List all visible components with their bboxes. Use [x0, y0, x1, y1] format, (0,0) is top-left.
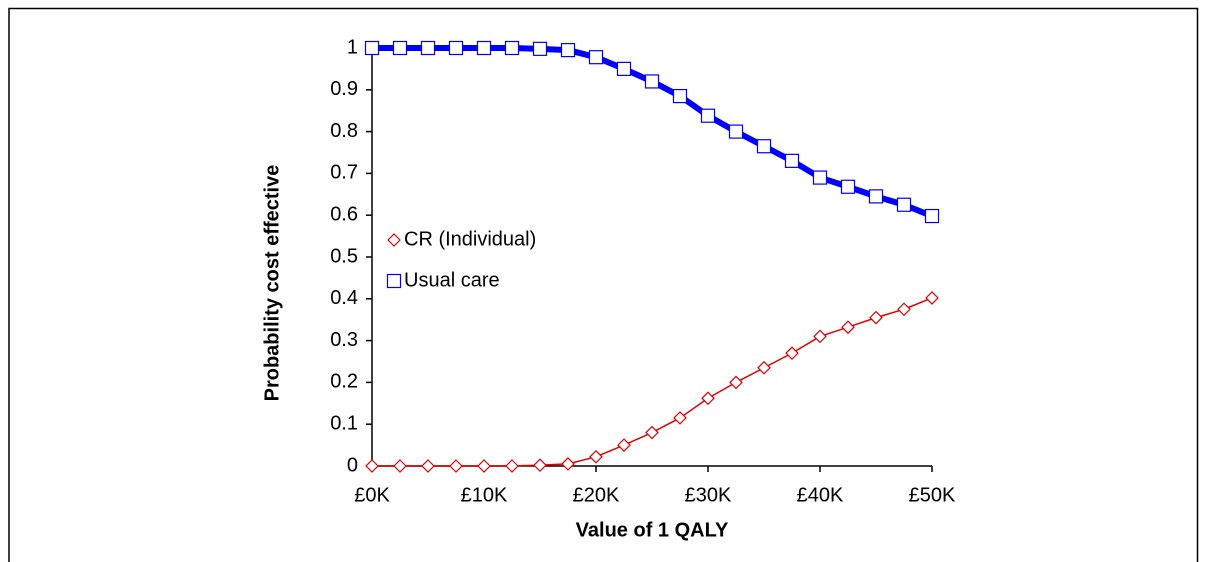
marker — [421, 459, 435, 473]
y-tick-label: 0.7 — [330, 162, 358, 184]
marker — [813, 329, 827, 344]
marker — [701, 391, 715, 406]
marker — [504, 40, 520, 56]
x-tick-label: £30K — [685, 484, 732, 506]
marker — [896, 197, 912, 212]
marker — [561, 457, 575, 471]
y-axis-label: Probability cost effective — [261, 165, 283, 402]
y-tick-label: 0 — [347, 454, 358, 476]
y-tick-label: 0.1 — [330, 412, 358, 434]
y-tick-label: 1 — [347, 36, 358, 58]
marker — [644, 74, 660, 89]
legend-label: Usual care — [404, 269, 500, 291]
marker — [393, 459, 407, 473]
marker — [925, 291, 939, 305]
legend-marker — [387, 233, 401, 247]
marker — [448, 40, 464, 56]
y-tick-label: 0.9 — [330, 78, 358, 100]
marker — [449, 459, 463, 473]
marker — [616, 61, 632, 77]
marker — [784, 153, 800, 168]
marker — [645, 425, 659, 440]
marker — [756, 139, 772, 154]
x-tick-label: £20K — [573, 484, 620, 506]
x-tick-label: £10K — [461, 484, 508, 506]
marker — [505, 459, 519, 473]
marker — [672, 88, 688, 104]
y-tick-label: 0.6 — [330, 203, 358, 225]
marker — [812, 170, 828, 185]
marker — [868, 189, 884, 204]
marker — [757, 360, 771, 375]
x-tick-label: £0K — [354, 484, 390, 506]
marker — [924, 208, 940, 224]
marker — [476, 40, 492, 56]
legend-label: CR (Individual) — [404, 228, 536, 250]
marker — [532, 41, 548, 56]
marker — [420, 40, 436, 56]
marker — [617, 438, 631, 452]
y-tick-label: 0.8 — [330, 120, 358, 142]
marker — [589, 449, 603, 464]
marker — [785, 346, 799, 360]
marker — [840, 179, 856, 194]
marker — [728, 124, 744, 139]
marker — [729, 375, 743, 390]
marker — [897, 302, 911, 317]
marker — [841, 320, 855, 335]
x-tick-label: £50K — [909, 484, 956, 506]
marker — [869, 310, 883, 325]
y-tick-label: 0.5 — [330, 245, 358, 267]
y-tick-label: 0.2 — [330, 371, 358, 393]
x-tick-label: £40K — [797, 484, 844, 506]
marker — [364, 40, 380, 56]
marker — [477, 459, 491, 473]
marker — [560, 42, 576, 58]
marker — [533, 458, 547, 473]
marker — [365, 459, 379, 473]
marker — [588, 50, 604, 65]
marker — [700, 108, 716, 123]
legend-marker — [386, 273, 402, 289]
marker — [673, 411, 687, 425]
y-tick-label: 0.4 — [330, 287, 358, 309]
y-tick-label: 0.3 — [330, 329, 358, 351]
marker — [392, 40, 408, 56]
x-axis-label: Value of 1 QALY — [576, 519, 729, 541]
frame — [8, 7, 1199, 562]
